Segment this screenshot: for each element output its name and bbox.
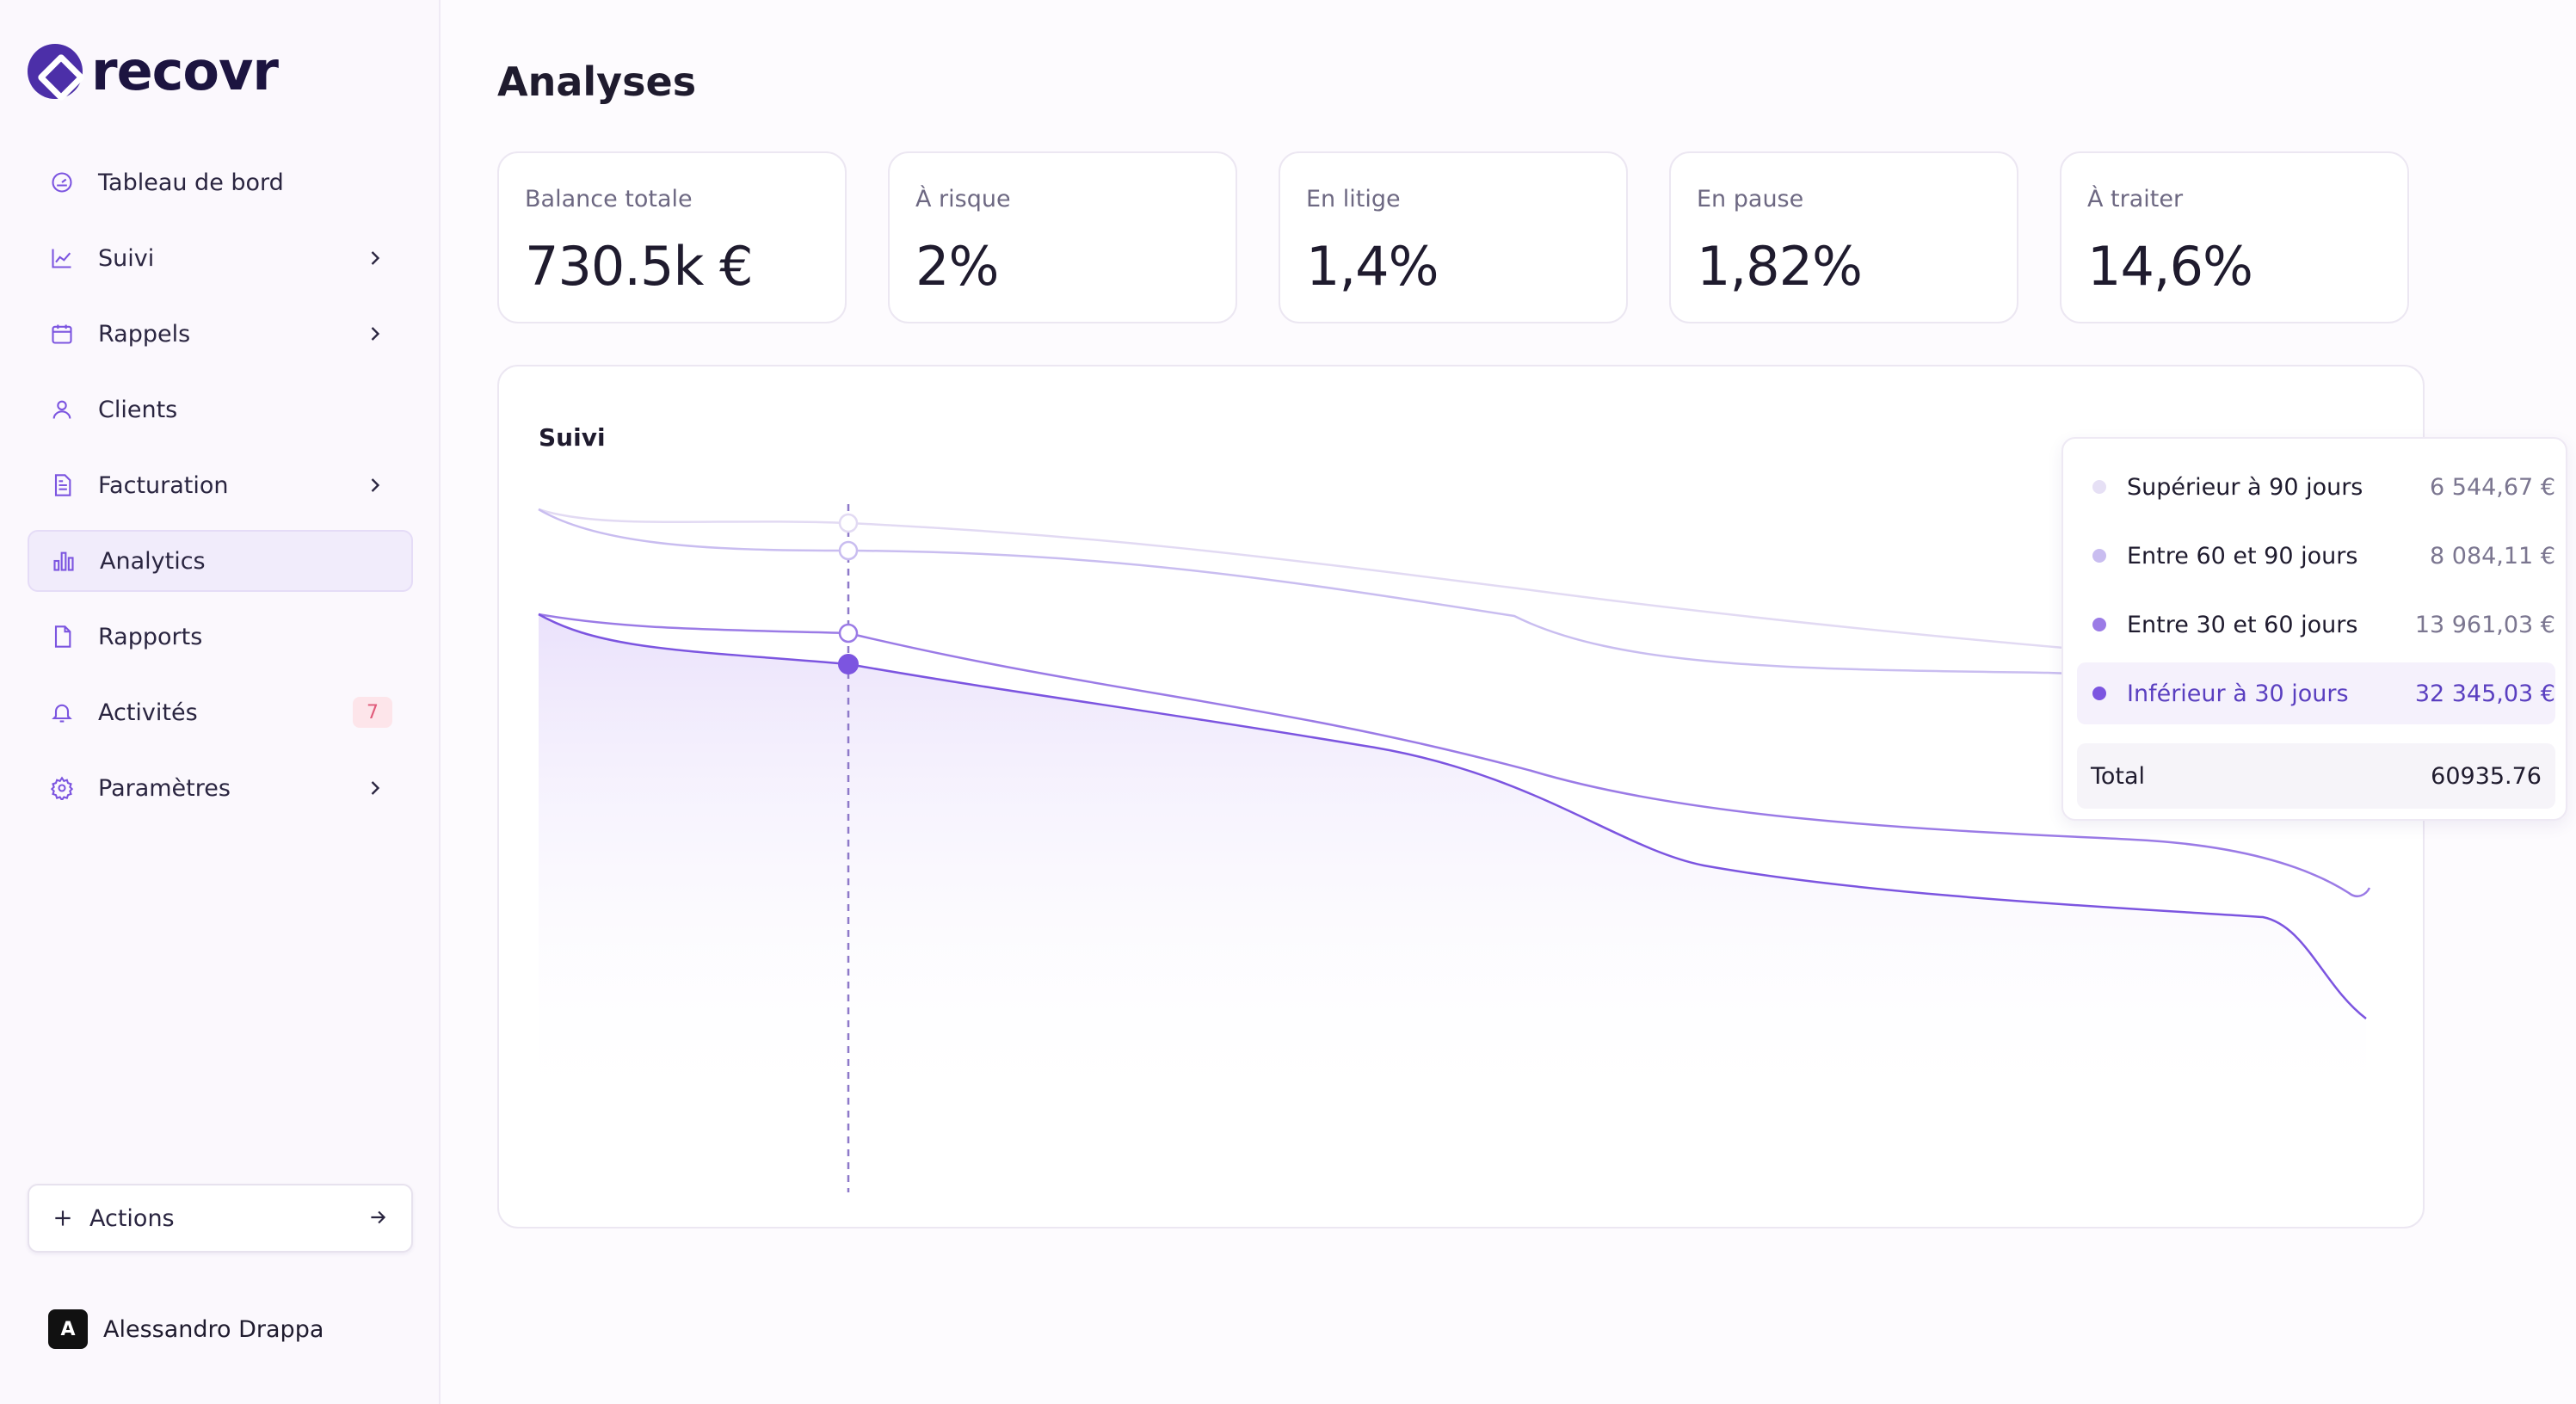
chart-area[interactable] (499, 366, 2426, 1230)
tooltip-total-value: 60935.76 (2431, 762, 2542, 790)
kpi-value: 1,82% (1697, 235, 1863, 298)
avatar: A (48, 1309, 88, 1349)
sidebar-item-label: Analytics (100, 547, 206, 575)
tooltip-label: Supérieur à 90 jours (2127, 473, 2363, 501)
page-title: Analyses (497, 58, 697, 105)
sidebar-item-label: Paramètres (98, 774, 231, 802)
sidebar-item-activites[interactable]: Activités 7 (28, 681, 413, 743)
user-name: Alessandro Drappa (103, 1315, 324, 1343)
kpi-card-a-traiter[interactable]: À traiter 14,6% (2060, 151, 2409, 323)
logo[interactable]: recovr (28, 40, 279, 102)
legend-dot (2092, 618, 2106, 631)
tooltip-value: 13 961,03 € (2414, 611, 2555, 638)
chevron-right-icon (371, 478, 380, 492)
sidebar-item-label: Suivi (98, 244, 155, 272)
sidebar-item-label: Rapports (98, 623, 203, 650)
kpi-value: 2% (915, 235, 999, 298)
sidebar-item-rapports[interactable]: Rapports (28, 606, 413, 668)
sidebar-item-rappels[interactable]: Rappels (28, 303, 413, 365)
kpi-label: En litige (1306, 186, 1401, 212)
bell-icon (48, 699, 76, 726)
legend-dot (2092, 549, 2106, 563)
kpi-value: 1,4% (1306, 235, 1439, 298)
sidebar-item-label: Tableau de bord (98, 169, 284, 196)
chart-tooltip: Supérieur à 90 jours 6 544,67 € Entre 60… (2061, 437, 2567, 821)
point-30-60[interactable] (838, 623, 859, 644)
legend-dot (2092, 687, 2106, 700)
kpi-card-balance-totale[interactable]: Balance totale 730.5k € (497, 151, 847, 323)
kpi-value: 14,6% (2087, 235, 2253, 298)
kpi-label: Balance totale (525, 186, 693, 212)
tooltip-value: 32 345,03 € (2414, 680, 2555, 707)
arrow-right-icon (371, 1210, 386, 1224)
tooltip-label: Entre 30 et 60 jours (2127, 611, 2358, 638)
legend-dot (2092, 480, 2106, 494)
plus-icon (55, 1210, 71, 1226)
area-fill (539, 614, 2366, 1124)
tooltip-total: Total 60935.76 (2077, 743, 2555, 809)
sidebar: recovr Tableau de bord Suivi Rappels (0, 0, 441, 1404)
chevron-right-icon (371, 781, 380, 795)
tooltip-value: 6 544,67 € (2430, 473, 2555, 501)
sidebar-item-analytics[interactable]: Analytics (28, 530, 413, 592)
tooltip-row: Entre 30 et 60 jours 13 961,03 € (2077, 594, 2555, 656)
tooltip-label: Entre 60 et 90 jours (2127, 542, 2358, 570)
bar-chart-icon (50, 547, 77, 575)
point-inf-30[interactable] (838, 654, 859, 674)
sidebar-item-suivi[interactable]: Suivi (28, 227, 413, 289)
kpi-value: 730.5k € (525, 235, 754, 298)
tooltip-row: Supérieur à 90 jours 6 544,67 € (2077, 456, 2555, 518)
point-sup-90[interactable] (838, 513, 859, 533)
user-profile[interactable]: A Alessandro Drappa (48, 1309, 324, 1349)
series-line-inf-30 (538, 613, 2367, 1019)
sidebar-item-label: Clients (98, 396, 178, 423)
tooltip-value: 8 084,11 € (2430, 542, 2555, 570)
notification-badge: 7 (353, 697, 392, 728)
chevron-right-icon (371, 251, 380, 265)
kpi-label: En pause (1697, 186, 1804, 212)
series-line-30-60 (538, 613, 2371, 897)
kpi-row: Balance totale 730.5k € À risque 2% En l… (497, 151, 2409, 323)
actions-button[interactable]: Actions (28, 1184, 413, 1253)
kpi-card-en-pause[interactable]: En pause 1,82% (1669, 151, 2018, 323)
sidebar-item-label: Rappels (98, 320, 191, 348)
sidebar-item-clients[interactable]: Clients (28, 379, 413, 440)
tooltip-row: Entre 60 et 90 jours 8 084,11 € (2077, 525, 2555, 587)
sidebar-item-parametres[interactable]: Paramètres (28, 757, 413, 819)
kpi-card-en-litige[interactable]: En litige 1,4% (1279, 151, 1628, 323)
series-line-60-90 (538, 508, 2221, 734)
point-60-90[interactable] (838, 540, 859, 561)
dashboard-icon (48, 169, 76, 196)
kpi-card-a-risque[interactable]: À risque 2% (888, 151, 1237, 323)
logo-text: recovr (91, 40, 279, 102)
actions-label: Actions (89, 1204, 175, 1232)
kpi-label: À risque (915, 186, 1011, 212)
gear-icon (48, 774, 76, 802)
sidebar-item-facturation[interactable]: Facturation (28, 454, 413, 516)
sidebar-item-tableau-de-bord[interactable]: Tableau de bord (28, 151, 413, 213)
chart-title: Suivi (539, 423, 606, 452)
document-icon (48, 471, 76, 499)
tooltip-label: Inférieur à 30 jours (2127, 680, 2349, 707)
sidebar-item-label: Activités (98, 699, 198, 726)
tooltip-total-label: Total (2091, 762, 2146, 790)
user-icon (48, 396, 76, 423)
chevron-right-icon (371, 327, 380, 341)
tooltip-row-highlighted: Inférieur à 30 jours 32 345,03 € (2077, 662, 2555, 724)
line-chart-icon (48, 244, 76, 272)
calendar-icon (48, 320, 76, 348)
file-icon (48, 623, 76, 650)
sidebar-nav: Tableau de bord Suivi Rappels Clients (28, 151, 413, 833)
kpi-label: À traiter (2087, 186, 2184, 212)
sidebar-item-label: Facturation (98, 471, 229, 499)
logo-mark-icon (28, 43, 83, 99)
